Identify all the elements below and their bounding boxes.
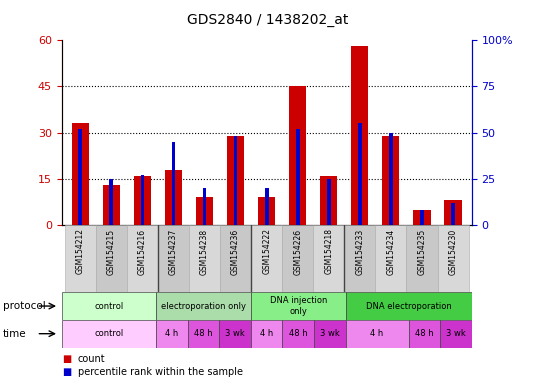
Text: ■: ■ xyxy=(62,354,71,364)
Text: GSM154216: GSM154216 xyxy=(138,228,147,275)
Text: GSM154236: GSM154236 xyxy=(231,228,240,275)
Bar xyxy=(251,225,282,292)
Text: GSM154215: GSM154215 xyxy=(107,228,116,275)
Text: GSM154234: GSM154234 xyxy=(386,228,396,275)
Text: GSM154238: GSM154238 xyxy=(200,228,209,275)
Bar xyxy=(219,320,251,348)
Bar xyxy=(258,197,275,225)
Text: 48 h: 48 h xyxy=(194,329,213,338)
Bar xyxy=(72,123,89,225)
Bar xyxy=(344,225,375,292)
Bar xyxy=(62,320,157,348)
Bar xyxy=(165,170,182,225)
Bar xyxy=(437,225,468,292)
Bar xyxy=(296,129,300,225)
Text: 3 wk: 3 wk xyxy=(446,329,466,338)
Bar xyxy=(413,210,430,225)
Text: control: control xyxy=(94,329,124,338)
Bar xyxy=(382,136,399,225)
Text: GSM154233: GSM154233 xyxy=(355,228,364,275)
Text: percentile rank within the sample: percentile rank within the sample xyxy=(78,367,243,377)
Bar xyxy=(440,320,472,348)
Bar xyxy=(313,225,344,292)
Bar xyxy=(220,225,251,292)
Text: electroporation only: electroporation only xyxy=(161,301,246,311)
Bar xyxy=(358,123,362,225)
Text: GSM154222: GSM154222 xyxy=(262,228,271,275)
Bar xyxy=(134,176,151,225)
Bar xyxy=(444,200,461,225)
Bar xyxy=(157,292,251,320)
Bar xyxy=(157,320,188,348)
Bar xyxy=(320,176,337,225)
Bar xyxy=(314,320,346,348)
Bar xyxy=(327,179,331,225)
Text: GSM154218: GSM154218 xyxy=(324,228,333,275)
Bar xyxy=(282,225,313,292)
Text: 48 h: 48 h xyxy=(415,329,434,338)
Text: 4 h: 4 h xyxy=(260,329,273,338)
Bar xyxy=(289,86,306,225)
Text: count: count xyxy=(78,354,106,364)
Text: GSM154212: GSM154212 xyxy=(76,228,85,275)
Bar xyxy=(127,225,158,292)
Text: time: time xyxy=(3,329,26,339)
Bar xyxy=(78,129,82,225)
Text: protocol: protocol xyxy=(3,301,46,311)
Text: 3 wk: 3 wk xyxy=(225,329,245,338)
Bar xyxy=(451,203,455,225)
Bar xyxy=(408,320,440,348)
Text: DNA electroporation: DNA electroporation xyxy=(366,301,451,311)
Text: 48 h: 48 h xyxy=(289,329,308,338)
Bar xyxy=(196,197,213,225)
Text: GSM154230: GSM154230 xyxy=(449,228,458,275)
Bar xyxy=(420,210,424,225)
Text: ■: ■ xyxy=(62,367,71,377)
Bar xyxy=(189,225,220,292)
Bar xyxy=(375,225,406,292)
Bar xyxy=(62,292,157,320)
Text: 3 wk: 3 wk xyxy=(320,329,340,338)
Text: DNA injection
only: DNA injection only xyxy=(270,296,327,316)
Bar xyxy=(109,179,113,225)
Bar xyxy=(158,225,189,292)
Bar xyxy=(406,225,437,292)
Bar xyxy=(172,142,175,225)
Bar xyxy=(265,188,269,225)
Text: GSM154226: GSM154226 xyxy=(293,228,302,275)
Text: 4 h: 4 h xyxy=(166,329,178,338)
Bar xyxy=(188,320,219,348)
Bar xyxy=(282,320,314,348)
Bar xyxy=(227,136,244,225)
Bar xyxy=(96,225,127,292)
Bar xyxy=(346,292,472,320)
Bar xyxy=(251,292,346,320)
Bar xyxy=(234,136,237,225)
Text: GSM154237: GSM154237 xyxy=(169,228,178,275)
Bar xyxy=(251,320,282,348)
Text: 4 h: 4 h xyxy=(370,329,384,338)
Text: GSM154235: GSM154235 xyxy=(418,228,427,275)
Text: GDS2840 / 1438202_at: GDS2840 / 1438202_at xyxy=(187,13,349,27)
Bar xyxy=(351,46,368,225)
Bar xyxy=(346,320,408,348)
Bar xyxy=(203,188,206,225)
Text: control: control xyxy=(94,301,124,311)
Bar xyxy=(103,185,120,225)
Bar xyxy=(140,175,144,225)
Bar xyxy=(65,225,96,292)
Bar xyxy=(389,133,393,225)
